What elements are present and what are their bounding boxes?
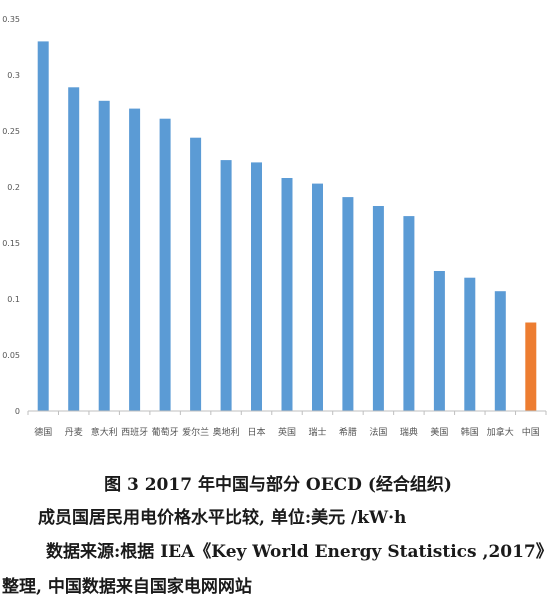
y-tick-label: 0.3 [7,71,20,80]
bar-10 [342,197,354,411]
bar-2 [98,100,110,412]
bar-13 [433,271,445,411]
figure-caption-line-1: 图 3 2017 年中国与部分 OECD (经合组织) [104,475,452,495]
bar-1 [68,87,80,412]
x-tick-label: 加拿大 [487,426,514,438]
x-tick-label: 日本 [247,426,265,438]
x-tick-label: 奥地利 [213,426,240,438]
figure-caption-line-3: 数据来源:根据 IEA《Key World Energy Statistics … [46,542,553,562]
bar-chart: 0 0.05 0.1 0.15 0.2 0.25 0.3 0.35 德国 丹麦 意大利 西班牙 葡萄牙… [2,15,547,438]
bars [37,41,537,412]
y-tick-label: 0.25 [2,127,20,136]
bar-5 [190,137,202,411]
x-tick-label: 瑞士 [308,426,326,438]
bar-9 [312,183,323,411]
bar-8 [281,178,293,411]
x-tick-label: 中国 [522,426,540,438]
x-tick-label: 德国 [34,426,52,438]
figure-caption-line-4: 整理, 中国数据来自国家电网网站 [2,577,252,597]
bar-6 [220,160,232,411]
y-axis: 0 0.05 0.1 0.15 0.2 0.25 0.3 0.35 [2,15,20,416]
y-tick-label: 0.2 [7,183,20,192]
x-axis: 德国 丹麦 意大利 西班牙 葡萄牙 爱尔兰 奥地利 日本 英国 瑞士 希腊 法国 瑞典 美国 韩国 加拿大 中国 [27,410,547,438]
y-tick-label: 0.35 [2,15,20,24]
bar-0 [37,41,49,412]
x-tick-label: 葡萄牙 [152,426,179,438]
x-tick-label: 韩国 [461,426,479,438]
figure-caption-line-2: 成员国居民用电价格水平比较, 单位:美元 /kW·h [38,508,407,528]
bar-15 [494,291,506,411]
bar-4 [159,118,171,411]
y-tick-label: 0.15 [2,239,20,248]
x-tick-label: 英国 [278,426,296,438]
bar-7 [251,162,262,411]
bar-11 [372,206,384,411]
x-tick-label: 西班牙 [121,426,148,438]
bar-3 [129,108,141,411]
x-tick-label: 希腊 [339,426,357,438]
bar-12 [403,216,415,411]
x-tick-label: 爱尔兰 [182,426,209,438]
y-tick-label: 0.1 [7,295,20,304]
x-tick-label: 意大利 [91,426,118,438]
bar-16 [525,322,537,411]
y-tick-label: 0 [15,407,20,416]
x-tick-label: 丹麦 [65,426,83,438]
bar-14 [464,277,476,411]
x-tick-label: 法国 [369,426,387,438]
y-tick-label: 0.05 [2,351,20,360]
x-tick-label: 美国 [430,426,448,438]
x-tick-label: 瑞典 [400,426,418,438]
